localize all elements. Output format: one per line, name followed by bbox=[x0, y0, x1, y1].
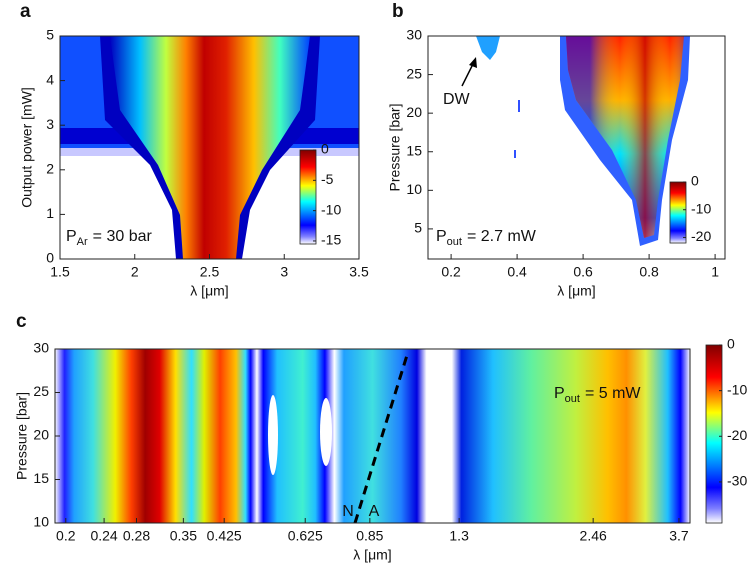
x-tick-label: 0.2 bbox=[56, 528, 76, 544]
colorbar-tick-label: 0 bbox=[691, 173, 699, 189]
x-tick-label: 0.85 bbox=[356, 528, 383, 544]
panel-label: b bbox=[392, 1, 404, 22]
x-tick-label: 2.5 bbox=[200, 264, 220, 280]
y-tick-label: 20 bbox=[33, 427, 49, 443]
heatmap-b bbox=[428, 36, 725, 259]
marker-label: DW bbox=[443, 91, 471, 108]
colorbar-tick-label: 0 bbox=[321, 141, 329, 157]
y-tick-label: 20 bbox=[406, 104, 422, 120]
x-tick-label: 0.6 bbox=[573, 264, 593, 280]
x-axis-label: λ [μm] bbox=[353, 547, 391, 563]
panel-label: c bbox=[16, 311, 27, 332]
x-axis-label: λ [μm] bbox=[557, 283, 595, 299]
colorbar-tick-label: -10 bbox=[321, 201, 341, 217]
y-tick-label: 3 bbox=[46, 116, 54, 132]
panel-label: a bbox=[20, 1, 31, 22]
x-tick-label: 1.3 bbox=[449, 528, 469, 544]
arrow-head bbox=[469, 57, 477, 68]
colorbar-tick-label: -20 bbox=[727, 427, 747, 443]
annotation-subscript: out bbox=[447, 236, 462, 248]
y-tick-label: 2 bbox=[46, 161, 54, 177]
x-tick-label: 1.5 bbox=[50, 264, 70, 280]
colorbar-tick-label: -10 bbox=[727, 381, 747, 397]
x-axis-label: λ [μm] bbox=[190, 283, 228, 299]
annotation-subscript: Ar bbox=[77, 236, 88, 248]
y-tick-label: 5 bbox=[46, 27, 54, 43]
annotation: PAr = 30 bar bbox=[66, 228, 153, 248]
annotation-main: P bbox=[66, 228, 77, 245]
colorbar-tick-label: -20 bbox=[691, 228, 711, 244]
x-tick-label: 3.7 bbox=[669, 528, 689, 544]
x-tick-label: 0.425 bbox=[207, 528, 242, 544]
y-tick-label: 0 bbox=[46, 250, 54, 266]
colorbar-tick-label: -15 bbox=[321, 232, 341, 248]
colorbar-tick-label: -30 bbox=[727, 473, 747, 489]
x-tick-label: 0.35 bbox=[170, 528, 197, 544]
colorbar-tick-label: 0 bbox=[727, 336, 735, 352]
colorbar bbox=[705, 344, 723, 524]
x-tick-label: 3.5 bbox=[349, 264, 369, 280]
annotation-main: P bbox=[436, 228, 447, 245]
colorbar-tick-label: -5 bbox=[321, 171, 334, 187]
annotation-main: P bbox=[554, 385, 565, 402]
annotation-suffix: = 5 mW bbox=[585, 385, 641, 402]
x-tick-label: 3 bbox=[280, 264, 288, 280]
annotation: Pout = 5 mW bbox=[554, 385, 641, 405]
annotation-suffix: = 2.7 mW bbox=[467, 228, 537, 245]
y-axis-label: Pressure [bar] bbox=[14, 392, 30, 480]
x-tick-label: 0.4 bbox=[507, 264, 527, 280]
marker-label: N bbox=[342, 503, 354, 520]
colorbar bbox=[669, 181, 687, 244]
y-tick-label: 1 bbox=[46, 205, 54, 221]
y-tick-label: 10 bbox=[33, 514, 49, 530]
x-tick-label: 0.8 bbox=[639, 264, 659, 280]
x-tick-label: 0.28 bbox=[123, 528, 150, 544]
y-tick-label: 4 bbox=[46, 71, 54, 87]
marker-label: A bbox=[369, 503, 380, 520]
plot-frame bbox=[427, 35, 726, 260]
x-tick-label: 0.625 bbox=[288, 528, 323, 544]
y-axis-label: Output power [mW] bbox=[19, 87, 35, 208]
y-tick-label: 15 bbox=[33, 470, 49, 486]
x-tick-label: 2.46 bbox=[580, 528, 607, 544]
y-tick-label: 25 bbox=[33, 383, 49, 399]
heatmap-a bbox=[60, 36, 359, 259]
colorbar-tick-label: -10 bbox=[691, 200, 711, 216]
y-axis-label: Pressure [bar] bbox=[387, 104, 403, 192]
y-tick-label: 30 bbox=[406, 27, 422, 43]
y-tick-label: 30 bbox=[33, 340, 49, 356]
y-tick-label: 15 bbox=[406, 142, 422, 158]
y-tick-label: 25 bbox=[406, 65, 422, 81]
annotation-suffix: = 30 bar bbox=[93, 228, 153, 245]
x-tick-label: 1 bbox=[711, 264, 719, 280]
y-tick-label: 10 bbox=[406, 181, 422, 197]
colorbar bbox=[299, 149, 317, 245]
x-tick-label: 2 bbox=[131, 264, 139, 280]
annotation: Pout = 2.7 mW bbox=[436, 228, 537, 248]
heatmap-c bbox=[55, 349, 690, 523]
heatmap-feature bbox=[268, 395, 278, 475]
heatmap-feature bbox=[320, 398, 332, 466]
annotation-subscript: out bbox=[565, 393, 580, 405]
y-tick-label: 5 bbox=[414, 220, 422, 236]
x-tick-label: 0.24 bbox=[90, 528, 117, 544]
x-tick-label: 0.2 bbox=[441, 264, 461, 280]
